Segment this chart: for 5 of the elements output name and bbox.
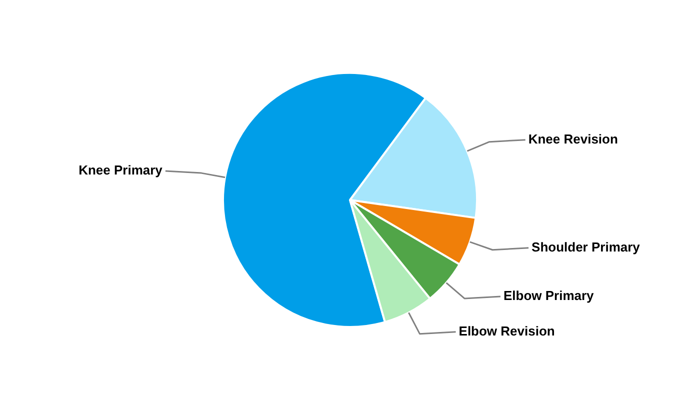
slice-label: Elbow Revision [458,323,555,338]
slice-label: Knee Primary [78,162,164,178]
slice-label: Elbow Primary [503,288,595,304]
slice-label: Shoulder Primary [532,239,641,254]
slice-label: Knee Revision [528,131,618,146]
